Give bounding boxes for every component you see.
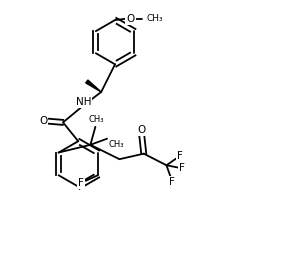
Text: F: F bbox=[168, 177, 174, 187]
Text: NH: NH bbox=[76, 97, 91, 107]
Text: CH₃: CH₃ bbox=[88, 115, 104, 124]
Text: O: O bbox=[138, 125, 146, 135]
Polygon shape bbox=[86, 80, 101, 92]
Text: CH₃: CH₃ bbox=[108, 140, 124, 149]
Text: O: O bbox=[39, 116, 47, 126]
Text: O: O bbox=[126, 14, 134, 24]
Text: F: F bbox=[177, 151, 183, 161]
Text: F: F bbox=[78, 178, 84, 188]
Text: F: F bbox=[179, 163, 185, 173]
Text: CH₃: CH₃ bbox=[146, 14, 163, 23]
